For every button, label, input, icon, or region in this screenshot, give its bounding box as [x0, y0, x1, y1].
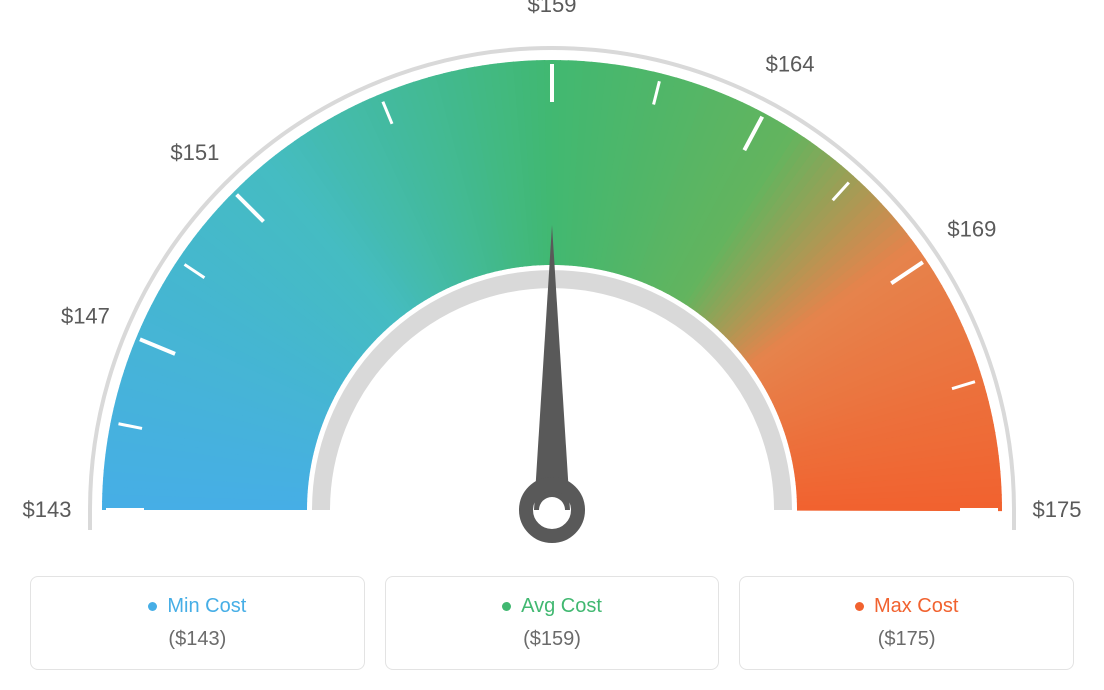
legend-dot-min [148, 602, 157, 611]
legend-card-avg: Avg Cost ($159) [385, 576, 720, 670]
gauge-needle-hub-inner [539, 497, 565, 523]
gauge-tick-label: $151 [170, 140, 219, 165]
gauge-needle [534, 225, 570, 510]
legend-dot-max [855, 602, 864, 611]
legend-dot-avg [502, 602, 511, 611]
gauge-tick-label: $164 [766, 52, 815, 77]
gauge-tick-label: $147 [61, 304, 110, 329]
cost-gauge: $143 $147 $151 $159 $164 $169 $175 [0, 0, 1104, 560]
legend-title-min: Min Cost [148, 595, 246, 618]
legend-value-min: ($143) [41, 628, 354, 651]
legend-card-min: Min Cost ($143) [30, 576, 365, 670]
legend-row: Min Cost ($143) Avg Cost ($159) Max Cost… [0, 576, 1104, 670]
legend-label-max: Max Cost [874, 595, 958, 618]
legend-label-avg: Avg Cost [521, 595, 602, 618]
gauge-tick-label: $159 [528, 0, 577, 17]
legend-value-max: ($175) [750, 628, 1063, 651]
gauge-tick-label: $169 [947, 216, 996, 241]
gauge-svg: $143 $147 $151 $159 $164 $169 $175 [0, 0, 1104, 560]
legend-value-avg: ($159) [396, 628, 709, 651]
gauge-tick-label: $175 [1033, 497, 1082, 522]
legend-label-min: Min Cost [167, 595, 246, 618]
legend-title-max: Max Cost [855, 595, 958, 618]
legend-card-max: Max Cost ($175) [739, 576, 1074, 670]
legend-title-avg: Avg Cost [502, 595, 602, 618]
gauge-tick-label: $143 [23, 497, 72, 522]
